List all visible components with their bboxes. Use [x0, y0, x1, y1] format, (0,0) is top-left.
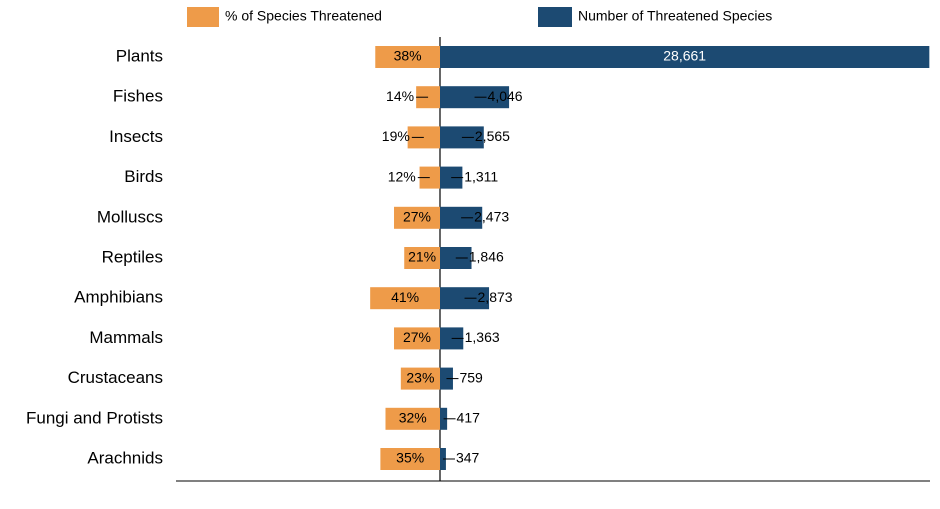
percent-bar [394, 327, 440, 350]
percent-label: 23% [406, 369, 434, 385]
category-label: Fungi and Protists [26, 408, 163, 427]
percent-bar [370, 287, 440, 310]
percent-label: 19% [382, 128, 410, 144]
percent-label: 14% [386, 88, 414, 104]
legend-swatch [538, 7, 572, 27]
percent-label: 32% [399, 410, 427, 426]
category-label: Amphibians [74, 288, 163, 307]
count-label: 347 [456, 450, 480, 466]
percent-bar [375, 46, 440, 68]
category-label: Arachnids [87, 448, 163, 467]
category-label: Reptiles [102, 247, 163, 266]
percent-label: 38% [394, 48, 422, 64]
count-bar [440, 367, 453, 390]
percent-label: 27% [403, 209, 431, 225]
category-label: Fishes [113, 87, 163, 106]
percent-bar [385, 407, 440, 430]
legend-label: % of Species Threatened [225, 8, 382, 24]
legend-swatch [187, 7, 219, 27]
count-label: 2,473 [474, 209, 509, 225]
count-label: 1,846 [469, 249, 504, 265]
category-label: Birds [124, 167, 163, 186]
percent-label: 35% [396, 450, 424, 466]
percent-bar [380, 448, 440, 470]
category-label: Crustaceans [68, 368, 163, 387]
count-bar [440, 46, 930, 68]
count-label: 1,311 [464, 168, 498, 184]
percent-label: 12% [388, 168, 416, 184]
count-label: 759 [459, 369, 483, 385]
percent-label: 41% [391, 289, 419, 305]
percent-bar [394, 206, 440, 229]
count-label: 2,873 [478, 289, 513, 305]
count-label: 4,046 [488, 88, 523, 104]
count-label: 417 [457, 410, 481, 426]
percent-bar [400, 367, 440, 390]
percent-label: 27% [403, 329, 431, 345]
category-label: Molluscs [97, 207, 163, 226]
percent-label: 21% [408, 249, 436, 265]
category-label: Plants [116, 46, 163, 65]
legend-label: Number of Threatened Species [578, 8, 772, 24]
count-label: 28,661 [663, 48, 706, 64]
percent-bar [404, 247, 440, 269]
category-label: Insects [109, 127, 163, 146]
category-label: Mammals [89, 328, 163, 347]
count-label: 1,363 [465, 329, 500, 345]
count-label: 2,565 [475, 128, 510, 144]
